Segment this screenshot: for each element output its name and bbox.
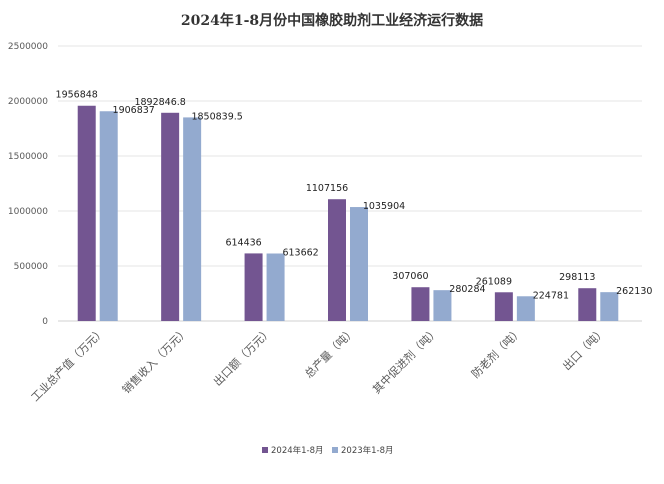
x-tick-label: 防老剂（吨） — [468, 324, 525, 381]
y-tick-label: 500000 — [14, 262, 49, 272]
legend-label: 2023年1-8月 — [341, 445, 394, 456]
chart-title: 2024年1-8月份中国橡胶助剂工业经济运行数据 — [181, 12, 483, 29]
bar-2024 — [244, 253, 263, 321]
bar-2024 — [77, 105, 96, 321]
data-label: 1107156 — [306, 183, 348, 194]
legend-swatch — [332, 447, 338, 453]
y-tick-label: 2500000 — [8, 42, 48, 52]
bar-2024 — [411, 287, 430, 321]
legend-label: 2024年1-8月 — [271, 445, 324, 456]
y-tick-label: 2000000 — [8, 97, 48, 107]
bar-2023 — [183, 117, 202, 321]
data-label: 614436 — [225, 237, 261, 248]
bar-2023 — [266, 253, 285, 321]
data-label: 1956848 — [56, 90, 98, 101]
data-label: 1850839.5 — [191, 111, 242, 122]
legend: 2024年1-8月 2023年1-8月 — [262, 445, 394, 456]
legend-swatch — [262, 447, 268, 453]
x-axis: 工业总产值（万元） 销售收入（万元） 出口额（万元） 总产量（吨） 其中促进剂（吨） 防老… — [28, 324, 608, 404]
bar-2024 — [161, 112, 180, 321]
data-label: 613662 — [282, 247, 318, 258]
y-tick-label: 1000000 — [8, 207, 48, 217]
y-axis: 0 500000 1000000 1500000 2000000 2500000 — [8, 42, 48, 327]
x-tick-label: 总产量（吨） — [302, 324, 359, 381]
bar-2023 — [99, 111, 118, 322]
data-label: 1892846.8 — [134, 97, 185, 108]
bar-2024 — [328, 199, 346, 321]
data-label: 1035904 — [363, 201, 405, 212]
data-label: 307060 — [392, 271, 428, 282]
x-tick-label: 其中促进剂（吨） — [369, 324, 441, 396]
bar-2023 — [433, 290, 452, 321]
data-label: 1906837 — [113, 105, 155, 116]
x-tick-label: 工业总产值（万元） — [28, 324, 108, 404]
y-tick-label: 1500000 — [8, 152, 48, 162]
bar-2024 — [578, 288, 597, 321]
x-tick-label: 出口额（万元） — [210, 324, 274, 388]
data-label: 298113 — [559, 272, 595, 283]
data-label: 262130 — [616, 286, 652, 297]
x-tick-label: 出口（吨） — [560, 324, 609, 373]
data-label: 261089 — [476, 276, 512, 287]
data-label: 280284 — [449, 284, 485, 295]
bar-2024 — [494, 292, 513, 321]
data-label: 224781 — [533, 290, 569, 301]
bar-2023 — [350, 207, 368, 321]
bar-2023 — [516, 296, 535, 321]
x-tick-label: 销售收入（万元） — [119, 324, 191, 396]
bar-2023 — [600, 292, 619, 321]
y-tick-label: 0 — [42, 317, 48, 327]
